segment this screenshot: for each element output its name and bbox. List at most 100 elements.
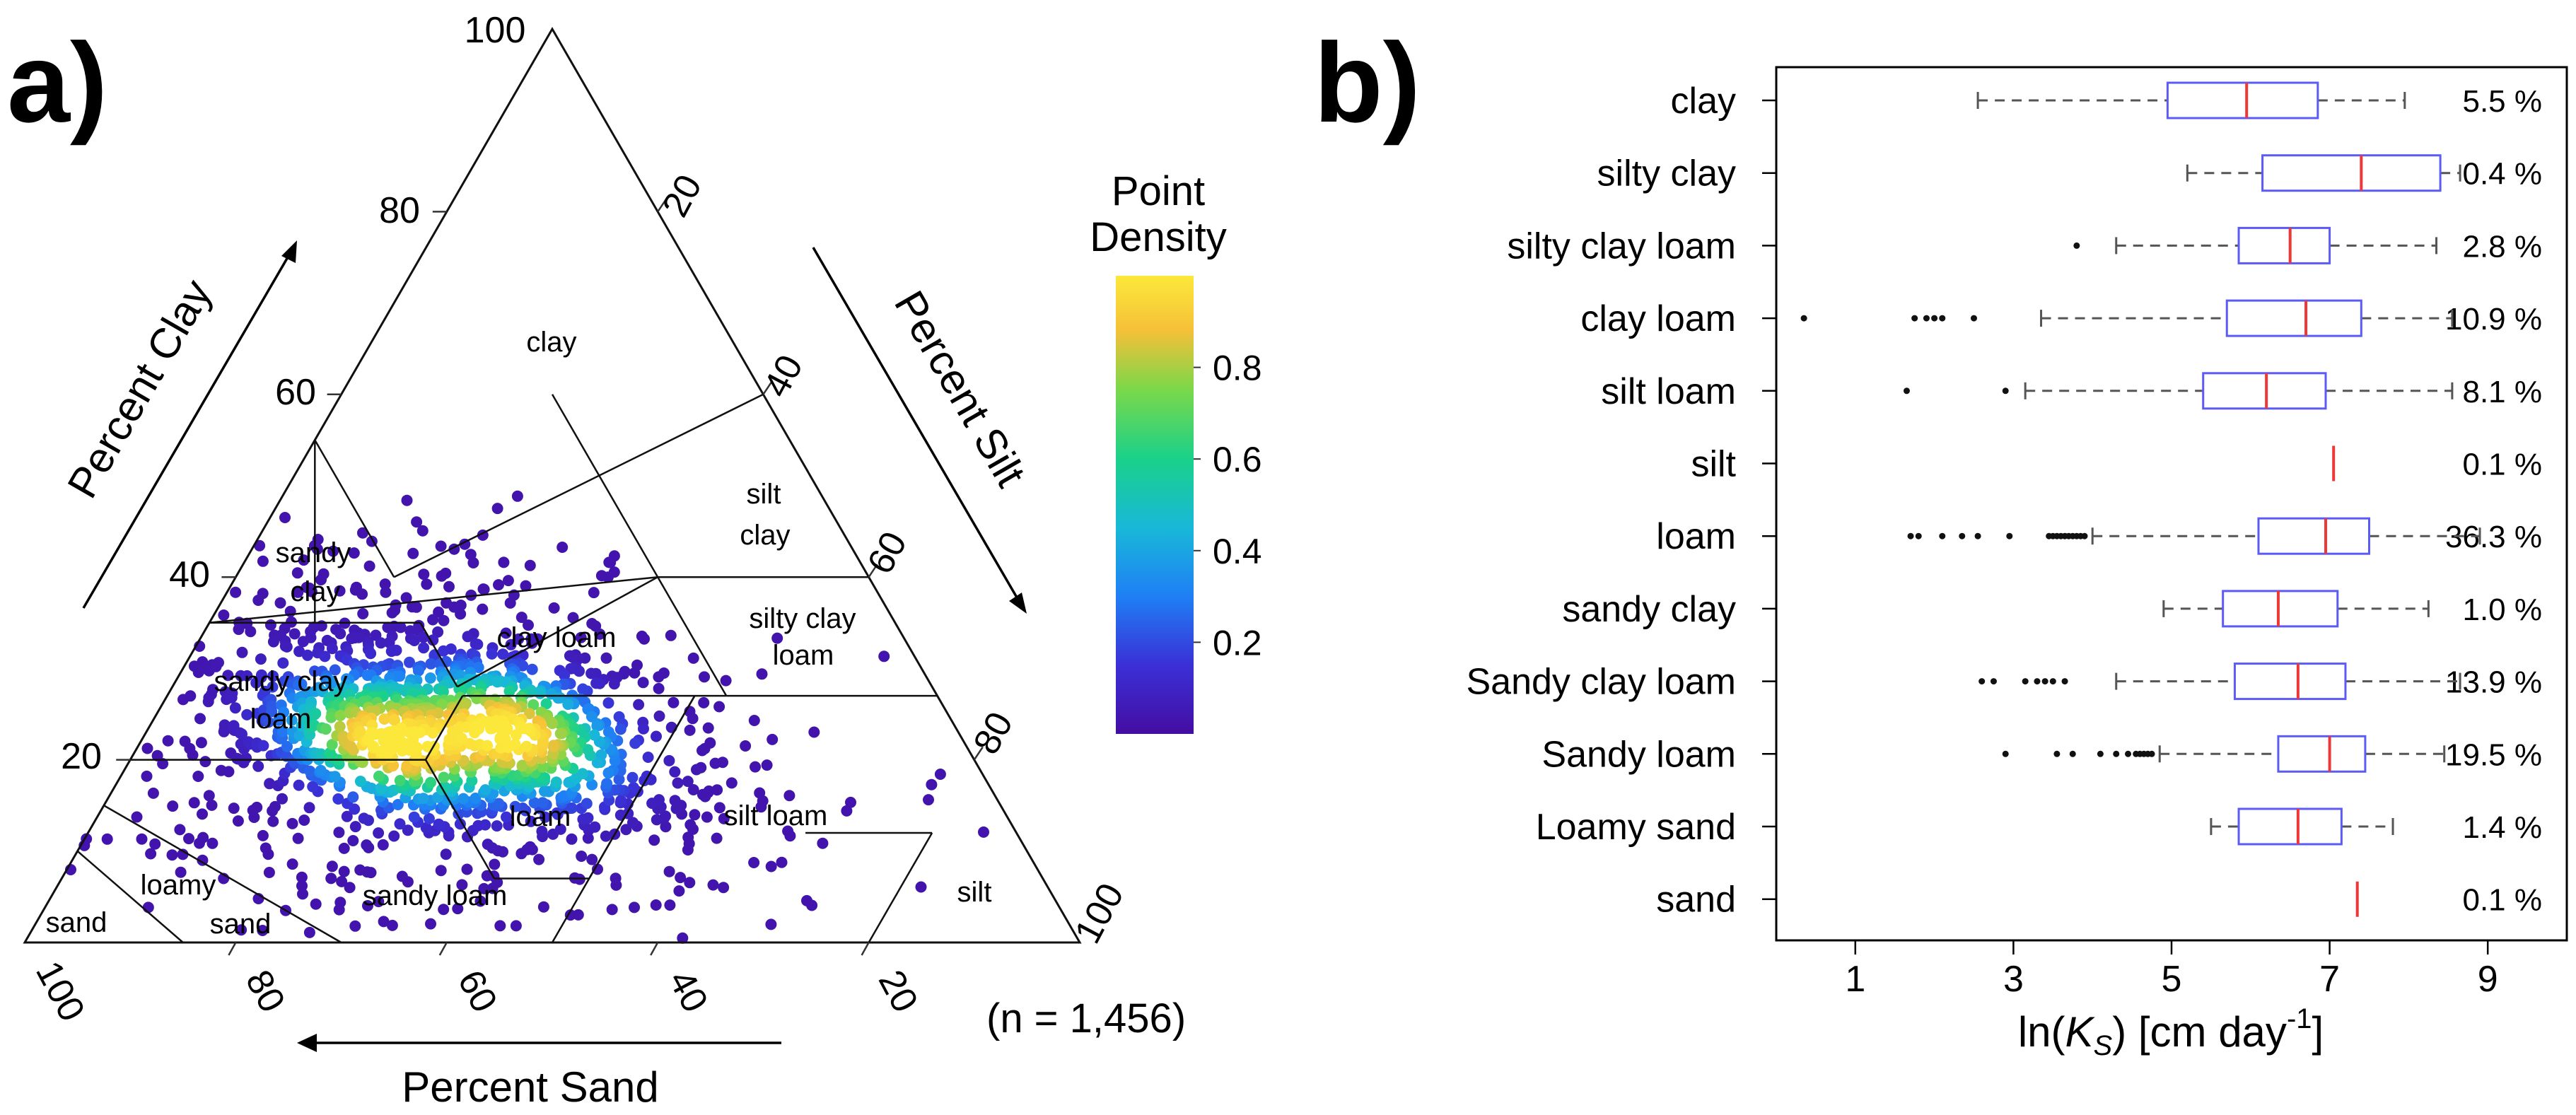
ternary-point: [456, 712, 468, 724]
class-boundary-6: [551, 394, 659, 578]
ternary-point: [277, 657, 289, 669]
ternary-point: [235, 924, 247, 936]
ternary-point: [195, 737, 207, 749]
ternary-point: [233, 624, 245, 636]
iqr-box: [2237, 226, 2331, 264]
clay-tick-40: 40: [169, 554, 210, 595]
class-boundary-22: [76, 850, 184, 943]
ternary-point: [394, 818, 406, 830]
ternary-point: [528, 699, 540, 711]
ternary-point: [424, 672, 436, 684]
ternary-point: [713, 802, 725, 814]
ternary-point: [363, 560, 375, 572]
silt-tick-mark: [762, 381, 773, 395]
ternary-point: [194, 713, 206, 725]
ternary-point: [407, 547, 419, 559]
ternary-point: [651, 814, 663, 826]
boxplot-row-silty-clay: silty clay 0.4 %: [1597, 153, 2542, 194]
ternary-point: [528, 797, 540, 809]
ternary-point: [455, 608, 467, 620]
ternary-point: [526, 637, 538, 649]
ternary-point: [504, 597, 516, 609]
ternary-point: [627, 817, 639, 829]
ternary-point: [489, 858, 501, 870]
outlier-point: [2002, 750, 2009, 757]
ternary-point: [257, 829, 269, 841]
ternary-point: [310, 708, 322, 720]
sand-tick-100: 100: [28, 955, 93, 1028]
boxplot-row-loamy-sand: Loamy sand 1.4 %: [1536, 807, 2542, 848]
ternary-point: [765, 860, 777, 872]
ternary-point: [348, 547, 360, 559]
outlier-point: [1971, 315, 1977, 322]
ternary-point: [457, 793, 470, 805]
sand-tick-mark: [650, 942, 659, 956]
ternary-point: [373, 770, 385, 782]
ternary-point: [481, 870, 493, 882]
x-tick-label: 5: [2162, 959, 2182, 1000]
ternary-point: [401, 760, 413, 772]
ternary-point: [286, 714, 298, 726]
boxplot-rows: clay 5.5 % silty clay 0.4 % silty clay loam 2…: [1466, 81, 2542, 921]
ternary-point: [400, 592, 412, 604]
colorbar-tick-label: 0.8: [1213, 349, 1262, 388]
outlier-point: [1915, 532, 1922, 539]
ternary-point: [341, 810, 353, 822]
ternary-point: [493, 798, 505, 810]
ternary-point: [537, 901, 549, 913]
class-boundary-23: [424, 695, 464, 761]
ternary-point: [167, 800, 179, 812]
ternary-point: [222, 670, 234, 682]
iqr-box: [2237, 807, 2343, 846]
ternary-point: [748, 715, 760, 726]
ternary-point: [472, 638, 484, 650]
silt-tick-mark: [973, 746, 984, 761]
ternary-point: [357, 608, 369, 619]
ternary-point: [486, 648, 498, 660]
ternary-point: [281, 641, 293, 653]
silt-tick-mark: [868, 564, 878, 578]
ternary-point: [349, 920, 361, 932]
ternary-point: [257, 555, 269, 567]
ternary-point: [438, 781, 450, 793]
ternary-point: [510, 920, 522, 932]
ternary-point: [589, 821, 601, 833]
ternary-point: [267, 681, 279, 693]
ternary-point: [582, 744, 594, 756]
ternary-point: [347, 791, 359, 803]
colorbar-tick-label: 0.2: [1213, 623, 1262, 662]
ternary-point: [260, 842, 272, 854]
ternary-point: [493, 579, 504, 591]
boxplot-row-sandy-clay-loam: Sandy clay loam 13.9 %: [1466, 662, 2542, 703]
x-tick-label: 1: [1845, 959, 1865, 1000]
ternary-point: [279, 512, 291, 523]
ternary-point: [329, 664, 341, 676]
ternary-point: [438, 614, 450, 626]
colorbar-title-line2: Density: [1090, 214, 1226, 260]
ternary-point: [394, 775, 406, 786]
silt-tick-80: 80: [966, 706, 1021, 761]
ternary-point: [226, 691, 238, 704]
class-boundary-18: [551, 695, 696, 943]
ternary-point: [638, 723, 649, 735]
ternary-point: [591, 720, 603, 732]
sand-tick-80: 80: [238, 964, 293, 1019]
ternary-point: [264, 778, 276, 790]
ternary-point: [266, 706, 278, 718]
ternary-point: [325, 872, 337, 885]
ternary-point: [660, 810, 671, 822]
ternary-point: [375, 637, 387, 649]
ternary-point: [576, 851, 588, 862]
outlier-point: [2034, 678, 2041, 685]
ternary-point: [511, 729, 522, 741]
ternary-point: [586, 778, 598, 790]
category-label: sandy clay: [1562, 589, 1736, 630]
ternary-point: [808, 726, 820, 738]
ternary-point: [533, 853, 545, 865]
ternary-point: [197, 831, 209, 843]
ternary-point: [524, 559, 536, 571]
silt-axis-arrow-head: [1009, 592, 1027, 614]
ternary-point: [401, 494, 413, 506]
silt-tick-20: 20: [655, 168, 710, 223]
ternary-point: [251, 801, 263, 813]
